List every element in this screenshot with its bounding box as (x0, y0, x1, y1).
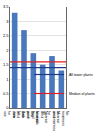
svg-text:1.5: 1.5 (3, 62, 9, 67)
svg-text:Badwinddataforuse: Badwinddataforuse (3, 111, 25, 118)
svg-text:Median of plants: Median of plants (69, 92, 95, 96)
svg-text:3.5: 3.5 (3, 4, 9, 9)
svg-text:0.5: 0.5 (3, 91, 9, 96)
svg-text:Nearestwindavailable: Nearestwindavailable (35, 111, 48, 125)
svg-text:0: 0 (6, 105, 9, 110)
svg-text:Nearestwindforall: Nearestwindforall (42, 111, 60, 123)
svg-text:3: 3 (6, 19, 9, 24)
svg-text:2.5: 2.5 (3, 33, 9, 38)
svg-text:Nearestfixedpoint: Nearestfixedpoint (26, 111, 39, 123)
svg-text:1: 1 (6, 77, 9, 82)
svg-text:All tower plants: All tower plants (69, 73, 93, 77)
svg-text:Notreatmentofuncertainties: Notreatmentofuncertainties (52, 111, 70, 131)
svg-text:2: 2 (6, 48, 9, 53)
svg-text:Badwinddataforview: Badwinddataforview (12, 111, 34, 118)
